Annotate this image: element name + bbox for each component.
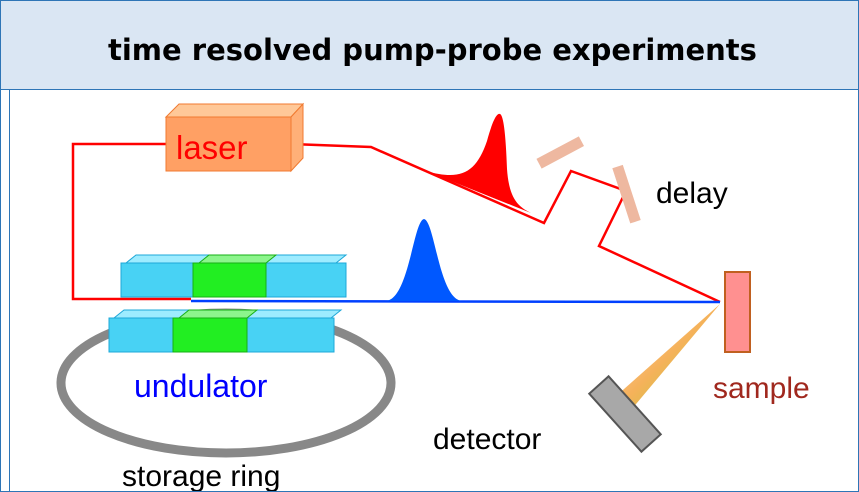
sample (724, 271, 751, 353)
detector (587, 374, 663, 454)
laser-box (164, 102, 305, 173)
undulator-upper (120, 254, 348, 298)
probe-xray-beam (190, 299, 721, 304)
delay-mirror-2 (612, 164, 641, 224)
slide-title: time resolved pump-probe experiments (108, 33, 757, 67)
delay-mirror-1 (536, 136, 585, 169)
detector-label: detector (433, 423, 541, 456)
pump-laser-path-delay (290, 142, 721, 304)
title-bar: time resolved pump-probe experiments (1, 1, 858, 90)
undulator-label: undulator (134, 368, 268, 404)
pump-laser-path (71, 142, 191, 301)
delay-label: delay (656, 177, 728, 210)
laser-label: laser (176, 129, 248, 166)
pump-pulse (426, 113, 531, 213)
sample-label: sample (713, 372, 810, 405)
storage-ring-label: storage ring (122, 460, 280, 491)
probe-pulse (385, 219, 463, 301)
scattered-xray-cone (615, 304, 720, 410)
undulator-lower (108, 309, 343, 353)
